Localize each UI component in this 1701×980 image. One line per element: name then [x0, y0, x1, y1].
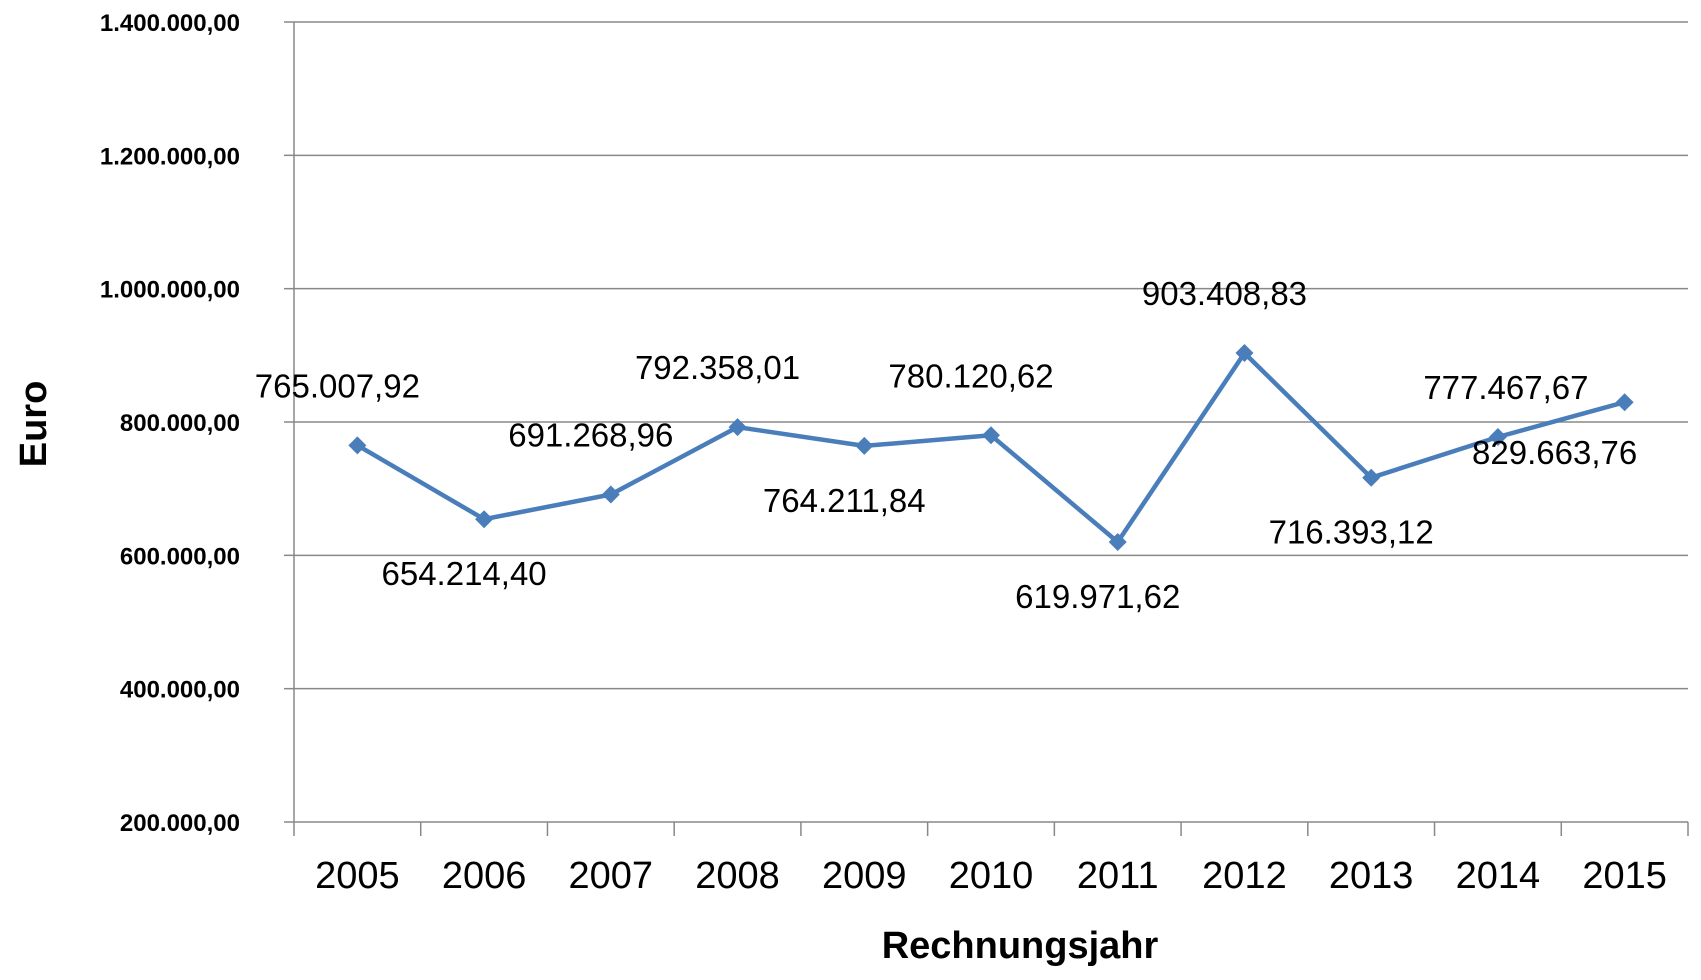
x-tick-label: 2015 [1582, 855, 1667, 897]
data-label: 829.663,76 [1472, 434, 1637, 471]
y-axis-title: Euro [13, 381, 55, 468]
data-label: 777.467,67 [1423, 369, 1588, 406]
x-tick-label: 2005 [315, 855, 400, 897]
data-point [348, 436, 367, 455]
x-tick-label: 2014 [1456, 855, 1541, 897]
y-tick-label: 200.000,00 [120, 810, 240, 837]
x-tick-label: 2006 [442, 855, 527, 897]
data-label: 619.971,62 [1015, 578, 1180, 615]
series-markers [348, 344, 1634, 552]
data-point [475, 510, 494, 529]
data-label: 691.268,96 [508, 416, 673, 453]
y-tick-label: 800.000,00 [120, 410, 240, 437]
gridlines [294, 21, 1688, 690]
data-point [1362, 468, 1381, 487]
y-tick-label: 1.200.000,00 [100, 143, 240, 170]
x-axis-ticks: 2005 2006 2007 2008 2009 2010 2011 2012 2013 2014… [293, 822, 1689, 897]
data-label: 764.211,84 [763, 482, 926, 519]
data-label: 792.358,01 [635, 349, 800, 386]
x-tick-label: 2009 [822, 855, 907, 897]
x-tick-label: 2007 [569, 855, 654, 897]
data-point [1488, 428, 1507, 447]
data-point [855, 436, 874, 455]
y-tick-label: 1.000.000,00 [100, 277, 240, 304]
x-axis-title: Rechnungsjahr [882, 925, 1159, 967]
x-tick-label: 2011 [1077, 855, 1159, 897]
y-tick-label: 1.400.000,00 [100, 10, 240, 37]
data-label: 716.393,12 [1269, 514, 1434, 551]
data-label: 780.120,62 [888, 357, 1053, 394]
data-label: 765.007,92 [255, 367, 420, 404]
x-tick-label: 2013 [1329, 855, 1414, 897]
data-point [982, 426, 1000, 445]
data-labels: 765.007,92 654.214,40 691.268,96 792.358,01… [255, 275, 1637, 615]
x-tick-label: 2012 [1202, 855, 1287, 897]
y-tick-label: 600.000,00 [120, 543, 240, 570]
y-tick-label: 400.000,00 [120, 677, 240, 704]
data-point [601, 485, 620, 504]
data-point [728, 418, 747, 437]
y-axis-ticks: 200.000,00 400.000,00 600.000,00 800.000,00… [100, 10, 294, 837]
data-point [1108, 533, 1127, 552]
x-tick-label: 2010 [949, 855, 1034, 897]
data-label: 903.408,83 [1142, 275, 1307, 312]
data-point [1615, 393, 1634, 412]
data-point [1235, 344, 1254, 363]
data-label: 654.214,40 [382, 555, 547, 592]
x-tick-label: 2008 [695, 855, 780, 897]
